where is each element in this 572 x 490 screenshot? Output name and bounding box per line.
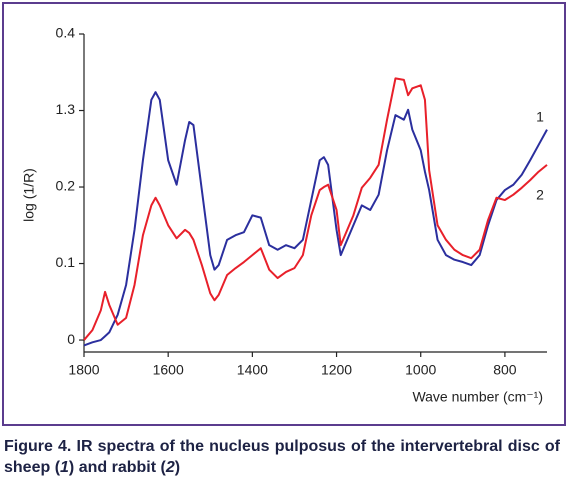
x-axis-label: Wave number (cm⁻¹)	[412, 389, 543, 405]
caption-part: 1	[60, 459, 69, 476]
figure-caption: Figure 4. IR spectra of the nucleus pulp…	[4, 436, 560, 478]
spectrum-line	[83, 77, 548, 341]
y-tick-label: 0.1	[56, 254, 76, 270]
x-tick-label: 1800	[68, 362, 99, 378]
spectrum-line	[83, 91, 548, 347]
caption-part: ) and rabbit (	[68, 459, 166, 476]
series-label: 2	[536, 187, 544, 203]
caption-part: 2	[165, 459, 175, 476]
y-tick-label: 0.4	[56, 25, 76, 41]
y-tick-label: 0	[67, 331, 75, 347]
y-axis-label: log (1/R)	[21, 168, 37, 222]
x-tick-label: 1200	[321, 362, 352, 378]
x-tick-label: 1600	[153, 362, 184, 378]
caption-part: Figure 4. IR spectra of the nucleus pulp…	[4, 438, 560, 476]
y-tick-label: 0.2	[56, 178, 76, 194]
x-tick-label: 1400	[237, 362, 268, 378]
series-label: 1	[536, 109, 544, 125]
chart-frame	[2, 2, 566, 426]
x-tick-label: 800	[493, 362, 517, 378]
chart: log (1/R) Wave number (cm⁻¹) 0 0.1 0.2 1.3 0…	[21, 25, 548, 405]
y-tick-label: 1.3	[56, 101, 76, 117]
caption-part: )	[174, 459, 181, 476]
x-tick-label: 1000	[405, 362, 436, 378]
